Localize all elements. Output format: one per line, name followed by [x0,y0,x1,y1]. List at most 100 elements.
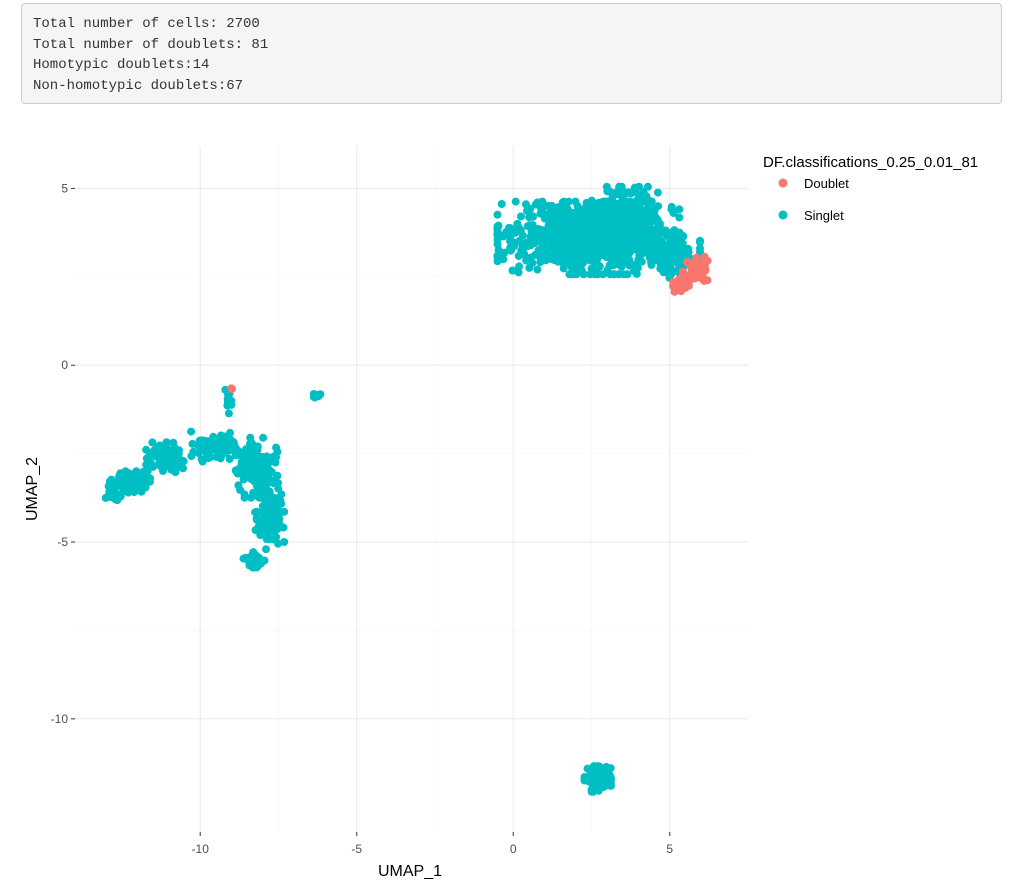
y-tick-label: 5 [61,181,68,195]
point-singlet [227,400,236,409]
legend-title: DF.classifications_0.25_0.01_81 [763,154,978,171]
output-line-doublets: Total number of doublets: 81 [33,36,269,53]
point-singlet [195,438,204,447]
point-singlet [599,201,608,210]
point-singlet [150,446,159,455]
point-singlet [197,455,206,464]
point-singlet [617,198,626,207]
point-singlet [606,225,615,234]
point-singlet [579,270,588,279]
point-singlet [583,231,591,240]
point-singlet [259,433,268,442]
point-singlet [592,200,601,209]
point-singlet [253,445,262,454]
point-singlet [520,250,529,259]
legend-label-singlet: Singlet [804,208,844,223]
point-singlet [493,240,502,249]
point-singlet [266,466,275,475]
point-singlet [259,482,268,491]
point-singlet [586,246,594,255]
y-tick-label: -10 [51,712,69,726]
point-singlet [657,243,666,251]
point-singlet [526,204,535,213]
point-singlet [135,482,143,491]
point-singlet [647,261,656,269]
point-singlet [162,441,171,450]
point-singlet [255,474,264,483]
point-singlet [274,479,282,488]
point-singlet [650,207,659,216]
point-singlet [267,527,276,536]
point-singlet [260,508,269,517]
point-doublet [684,281,693,290]
point-singlet [547,201,556,210]
y-axis-label: UMAP_2 [24,457,41,521]
point-singlet [614,270,623,279]
point-singlet [515,262,524,271]
point-singlet [602,253,611,262]
point-singlet [142,445,151,454]
point-singlet [234,481,243,490]
point-singlet [531,238,540,246]
plot-axes: -10 -5 0 5 5 0 -5 -10 [51,181,674,856]
plot-grid [75,146,748,832]
point-singlet [309,392,318,401]
point-singlet [618,240,627,249]
series-singlet [101,182,704,796]
point-singlet [510,242,519,251]
point-singlet [606,216,615,225]
point-singlet [272,443,281,452]
plot-points [101,182,712,796]
y-tick-label: -5 [57,535,68,549]
point-singlet [592,264,601,273]
point-singlet [642,220,651,229]
point-singlet [141,483,150,492]
point-singlet [559,197,568,206]
point-singlet [696,236,704,245]
point-singlet [252,488,261,497]
point-singlet [164,452,173,461]
point-singlet [493,210,502,219]
point-singlet [248,439,256,448]
legend: DF.classifications_0.25_0.01_81 Doublet … [763,154,978,223]
point-singlet [536,209,545,218]
point-singlet [642,192,651,201]
point-singlet [269,500,278,508]
point-singlet [515,236,524,245]
point-doublet [686,260,695,268]
x-tick-label: -5 [351,842,362,856]
point-singlet [603,265,612,274]
point-singlet [629,242,638,251]
point-singlet [633,220,642,228]
point-singlet [179,457,188,466]
output-line-nonhomotypic: Non-homotypic doublets:67 [33,77,244,94]
point-singlet [528,221,537,229]
point-singlet [651,239,660,248]
point-singlet [570,222,579,231]
point-singlet [316,390,325,399]
point-singlet [624,188,633,197]
point-singlet [613,190,622,199]
point-singlet [588,763,597,772]
point-singlet [637,257,646,266]
point-singlet [643,205,651,214]
point-singlet [588,770,596,779]
point-singlet [644,213,653,222]
point-singlet [673,258,682,267]
point-singlet [179,464,187,473]
point-singlet [124,488,133,497]
point-doublet [673,282,682,291]
point-doublet [227,384,236,393]
point-singlet [106,490,115,499]
point-singlet [606,208,615,217]
output-line-cells: Total number of cells: 2700 [33,16,260,32]
output-line-homotypic: Homotypic doublets:14 [33,57,210,73]
point-singlet [548,233,557,242]
point-singlet [568,213,577,222]
x-tick-label: -10 [192,842,210,856]
point-singlet [169,445,178,454]
point-singlet [494,221,503,230]
point-singlet [262,535,271,544]
point-singlet [653,188,662,197]
point-singlet [533,265,542,274]
